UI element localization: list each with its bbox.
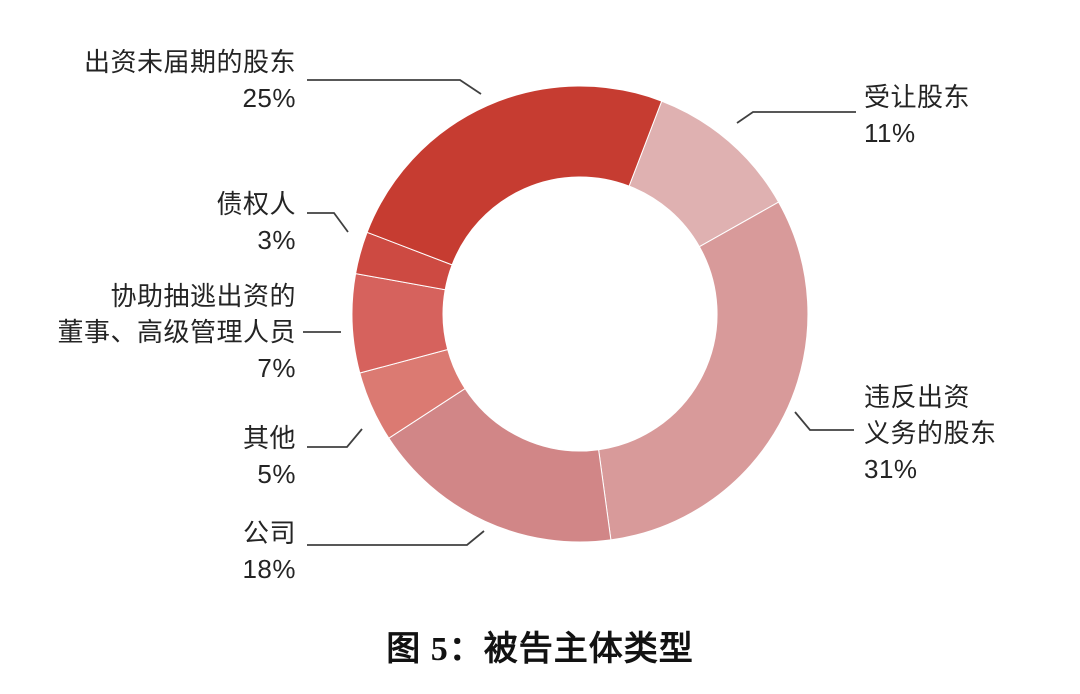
leader-line-company <box>307 530 485 546</box>
donut-segments <box>351 85 809 543</box>
callout-assisting-value: 7% <box>257 353 296 383</box>
callout-violating-label-1: 违反出资 <box>864 382 971 412</box>
callout-company-value: 18% <box>242 554 296 584</box>
donut-segment-6 <box>366 85 663 266</box>
donut-segment-1 <box>598 201 809 541</box>
leader-line-creditor <box>307 212 349 233</box>
callout-transferee-value: 11% <box>864 118 916 148</box>
callout-unmatured: 出资未届期的股东 25% <box>84 44 296 116</box>
callout-other-label: 其他 <box>242 423 296 453</box>
callout-transferee-label: 受让股东 <box>864 82 971 112</box>
leader-line-other <box>307 428 363 448</box>
callout-other-value: 5% <box>257 459 296 489</box>
leader-line-unmatured <box>307 79 482 95</box>
leader-line-violating <box>794 411 854 431</box>
callout-unmatured-value: 25% <box>242 83 296 113</box>
callout-creditor-value: 3% <box>257 225 296 255</box>
callout-violating-label-2: 义务的股东 <box>864 418 997 448</box>
leader-line-transferee <box>736 111 856 124</box>
callout-other: 其他 5% <box>243 420 296 492</box>
callout-creditor: 债权人 3% <box>216 186 296 258</box>
callout-violating-value: 31% <box>864 454 918 484</box>
callout-unmatured-label: 出资未届期的股东 <box>83 47 296 77</box>
callout-assisting: 协助抽逃出资的 董事、高级管理人员 7% <box>57 278 296 386</box>
donut-segment-2 <box>388 387 612 543</box>
callout-assisting-label-2: 董事、高级管理人员 <box>57 317 296 347</box>
callout-assisting-label-1: 协助抽逃出资的 <box>110 281 296 311</box>
figure-title: 图 5：被告主体类型 <box>386 631 694 668</box>
callout-creditor-label: 债权人 <box>216 189 296 219</box>
callout-violating: 违反出资 义务的股东 31% <box>864 379 997 487</box>
callout-transferee: 受让股东 11% <box>864 79 970 151</box>
callout-company-label: 公司 <box>242 518 296 548</box>
callout-company: 公司 18% <box>242 515 296 587</box>
